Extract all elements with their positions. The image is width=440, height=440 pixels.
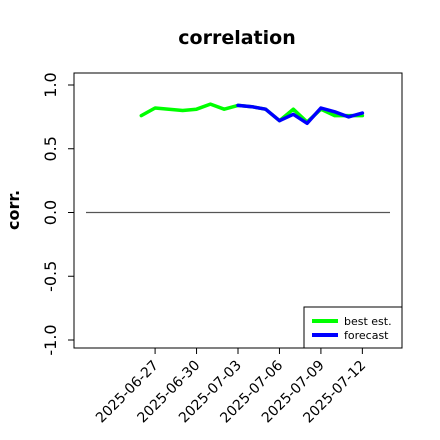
y-tick-label: -0.5 [41, 261, 60, 292]
chart-title: correlation [178, 27, 295, 49]
legend: best est. forecast [303, 306, 403, 349]
legend-label-best-est: best est. [344, 315, 392, 328]
y-tick-label: 0.5 [41, 136, 60, 161]
legend-label-forecast: forecast [344, 329, 389, 342]
legend-box [303, 306, 403, 349]
y-tick-label: -1.0 [41, 324, 60, 355]
y-tick-label: 0.0 [41, 200, 60, 225]
y-axis-label: corr. [4, 190, 23, 230]
y-tick-label: 1.0 [41, 72, 60, 97]
series-line-forecast [236, 103, 365, 126]
